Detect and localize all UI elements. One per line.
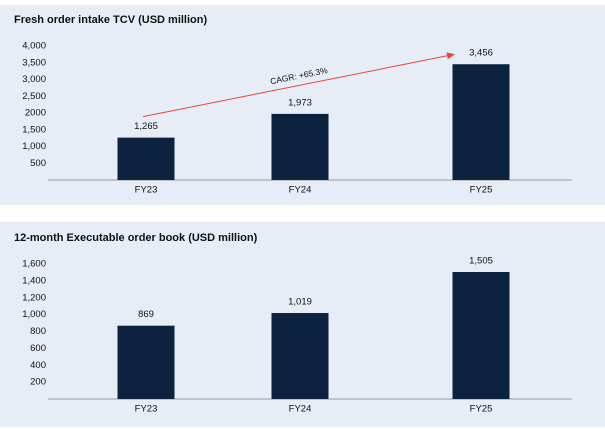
y-tick-label: 4,000 bbox=[22, 41, 46, 52]
chart-title: Fresh order intake TCV (USD million) bbox=[14, 14, 207, 26]
bar bbox=[271, 313, 329, 399]
y-tick-label: 2000 bbox=[25, 108, 46, 119]
y-tick-label: 1,000 bbox=[22, 309, 46, 320]
x-tick-label: FY25 bbox=[470, 185, 493, 196]
chart-title: 12-month Executable order book (USD mill… bbox=[14, 232, 258, 244]
x-tick-label: FY23 bbox=[135, 404, 158, 415]
y-tick-label: 500 bbox=[30, 158, 46, 169]
y-tick-label: 1,000 bbox=[22, 141, 46, 152]
x-tick-label: FY24 bbox=[289, 404, 312, 415]
value-label: 1,019 bbox=[288, 297, 312, 308]
bar bbox=[452, 64, 510, 180]
value-label: 869 bbox=[138, 309, 154, 320]
y-tick-label: 1,600 bbox=[22, 259, 46, 270]
bar bbox=[452, 272, 510, 399]
x-tick-label: FY23 bbox=[135, 185, 158, 196]
y-tick-label: 3,000 bbox=[22, 74, 46, 85]
y-tick-label: 600 bbox=[30, 343, 46, 354]
y-tick-label: 2,500 bbox=[22, 91, 46, 102]
y-tick-label: 3,500 bbox=[22, 57, 46, 68]
cagr-arrow bbox=[142, 54, 450, 118]
y-tick-label: 400 bbox=[30, 360, 46, 371]
x-tick-label: FY24 bbox=[289, 185, 312, 196]
y-tick-label: 200 bbox=[30, 377, 46, 388]
bar bbox=[271, 113, 329, 180]
bar bbox=[117, 325, 175, 399]
bar bbox=[117, 137, 175, 180]
y-tick-label: 1,400 bbox=[22, 275, 46, 286]
value-label: 1,505 bbox=[469, 256, 493, 267]
y-tick-label: 800 bbox=[30, 326, 46, 337]
value-label: 1,973 bbox=[288, 97, 312, 108]
y-tick-label: 1,200 bbox=[22, 292, 46, 303]
value-label: 3,456 bbox=[469, 48, 493, 59]
y-tick-label: 1,500 bbox=[22, 124, 46, 135]
value-label: 1,265 bbox=[134, 121, 158, 132]
arrow-head bbox=[446, 52, 455, 60]
x-tick-label: FY25 bbox=[470, 404, 493, 415]
